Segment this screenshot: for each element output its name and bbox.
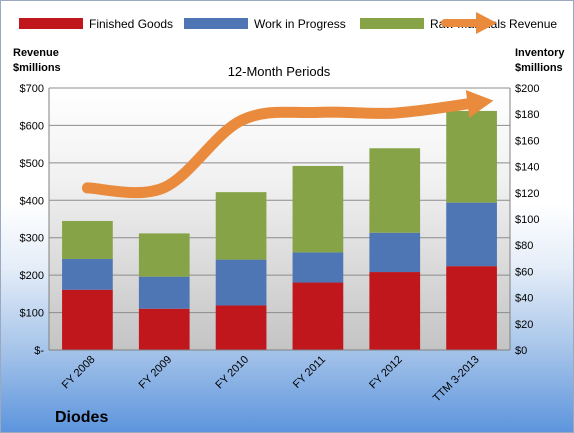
right-tick-label: $100 — [515, 214, 539, 226]
right-tick-label: $80 — [515, 240, 533, 252]
right-tick-label: $0 — [515, 345, 527, 357]
legend-swatch-revenue — [441, 12, 497, 34]
legend-label-work-in-progress: Work in Progress — [254, 17, 346, 31]
bar-finished-goods — [369, 272, 421, 350]
right-axis-title-line1: Inventory — [515, 47, 565, 59]
bar-finished-goods — [292, 282, 344, 350]
left-axis-title-line2: $millions — [13, 62, 61, 74]
left-tick-label: $600 — [20, 120, 44, 132]
left-axis-ticks: $- $100 $200 $300 $400 $500 $600 $700 — [20, 83, 45, 357]
right-tick-label: $160 — [515, 135, 539, 147]
left-tick-label: $400 — [20, 195, 44, 207]
bar-raw-materials — [292, 165, 344, 253]
revenue-series — [81, 89, 494, 199]
x-tick-label: TTM 3-2013 — [431, 354, 482, 405]
legend-label-revenue: Revenue — [509, 17, 557, 31]
bar-raw-materials — [369, 148, 421, 233]
bar-work-in-progress — [292, 252, 344, 283]
legend-swatch-work-in-progress — [184, 18, 248, 29]
left-tick-label: $500 — [20, 158, 44, 170]
x-tick-label: FY 2009 — [137, 354, 175, 392]
right-tick-label: $60 — [515, 266, 533, 278]
right-axis-title-line2: $millions — [515, 62, 563, 74]
x-tick-label: FY 2008 — [60, 354, 98, 392]
right-tick-label: $140 — [515, 162, 539, 174]
x-axis-ticks: FY 2008 FY 2009 FY 2010 FY 2011 FY 2012 TTM 3… — [60, 354, 482, 405]
revenue-line — [81, 97, 478, 199]
x-tick-label: FY 2012 — [367, 354, 405, 392]
bar-raw-materials — [215, 192, 267, 260]
company-name: Diodes — [55, 409, 108, 426]
bar-raw-materials — [138, 233, 190, 277]
bar-work-in-progress — [446, 202, 497, 267]
bar-work-in-progress — [62, 258, 113, 290]
legend: Finished Goods Work in Progress Raw Mate… — [19, 12, 557, 34]
right-tick-label: $120 — [515, 188, 539, 200]
right-tick-label: $40 — [515, 293, 533, 305]
left-tick-label: $200 — [20, 270, 44, 282]
x-tick-label: FY 2010 — [213, 354, 251, 392]
legend-swatch-raw-materials — [360, 18, 424, 29]
plot-area — [49, 88, 510, 350]
right-tick-label: $180 — [515, 109, 539, 121]
left-tick-label: $100 — [20, 308, 44, 320]
bar-raw-materials — [446, 110, 497, 203]
right-tick-label: $200 — [515, 83, 539, 95]
bar-raw-materials — [62, 220, 113, 259]
bar-work-in-progress — [138, 276, 190, 309]
bar-series — [62, 110, 497, 350]
legend-label-finished-goods: Finished Goods — [89, 17, 173, 31]
bar-finished-goods — [138, 308, 190, 350]
left-tick-label: $300 — [20, 233, 44, 245]
gridlines — [49, 87, 510, 314]
bar-finished-goods — [62, 289, 113, 350]
revenue-arrowhead — [465, 89, 494, 118]
chart-title: 12-Month Periods — [228, 64, 331, 79]
left-tick-label: $- — [34, 345, 44, 357]
legend-swatch-finished-goods — [19, 18, 83, 29]
right-axis-ticks: $0 $20 $40 $60 $80 $100 $120 $140 $160 $180 $200 — [515, 83, 539, 357]
left-tick-label: $700 — [20, 83, 44, 95]
left-axis-title-line1: Revenue — [13, 47, 59, 59]
bar-finished-goods — [215, 305, 267, 350]
right-tick-label: $20 — [515, 319, 533, 331]
x-tick-label: FY 2011 — [291, 354, 328, 391]
bar-work-in-progress — [215, 259, 267, 306]
bar-work-in-progress — [369, 232, 421, 273]
bar-finished-goods — [446, 266, 497, 350]
